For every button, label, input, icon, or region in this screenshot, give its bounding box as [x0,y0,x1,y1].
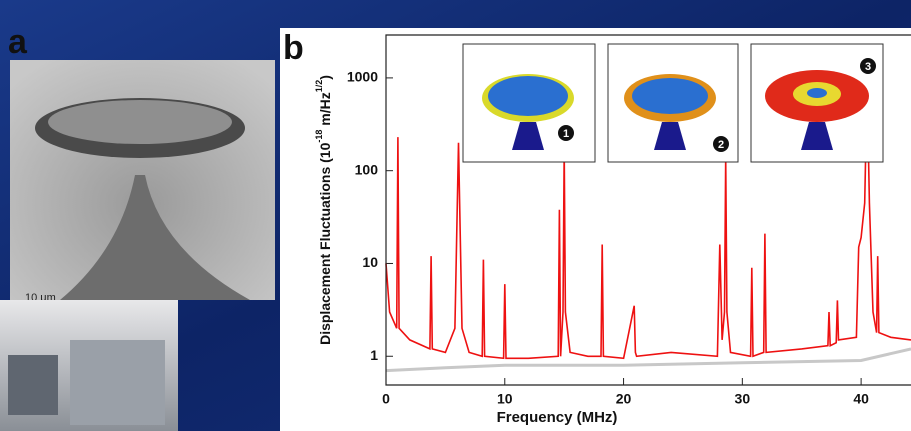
y-label-part: ) [317,75,333,80]
y-label-sup: 1/2 [314,80,324,93]
mode-shape [807,88,827,98]
mode-marker [713,136,729,152]
x-tick-label: 0 [382,391,390,407]
equipment [70,340,165,425]
y-tick-label: 10 [362,254,378,270]
x-tick-label: 40 [853,391,869,407]
x-tick-label: 30 [735,391,751,407]
equipment [8,355,58,415]
y-tick-label: 1 [370,347,378,363]
mode-shape [632,78,708,114]
mode-label: 1 [563,128,569,140]
series-line [385,82,911,360]
y-label-part: m/Hz [317,92,333,129]
series-line [385,347,911,373]
mode-marker [860,58,876,74]
mode-marker [558,125,574,141]
mode-label: 3 [865,61,871,73]
y-tick-label: 1000 [347,69,378,85]
insets: 1 2 3 [462,43,884,163]
axis-frame [385,34,911,386]
mode-shape [654,122,686,150]
panel-label: a [8,23,28,61]
x-axis-label: Frequency (MHz) [497,409,618,426]
y-tick-label: 100 [355,161,379,177]
panel-label: b [283,29,304,67]
disk-top [48,100,232,144]
x-tick-label: 10 [497,391,513,407]
mode-label: 2 [718,139,724,151]
mode-shape [488,76,568,116]
pillar [60,175,250,300]
x-tick-label: 20 [616,391,632,407]
y-label-sup: -18 [314,130,324,143]
mode-shape [801,122,833,150]
y-label-part: Displacement Fluctuations (10 [317,142,333,344]
y-axis-label: Displacement Fluctuations (10-18 m/Hz1/2… [314,75,332,345]
mode-shape [512,122,544,150]
